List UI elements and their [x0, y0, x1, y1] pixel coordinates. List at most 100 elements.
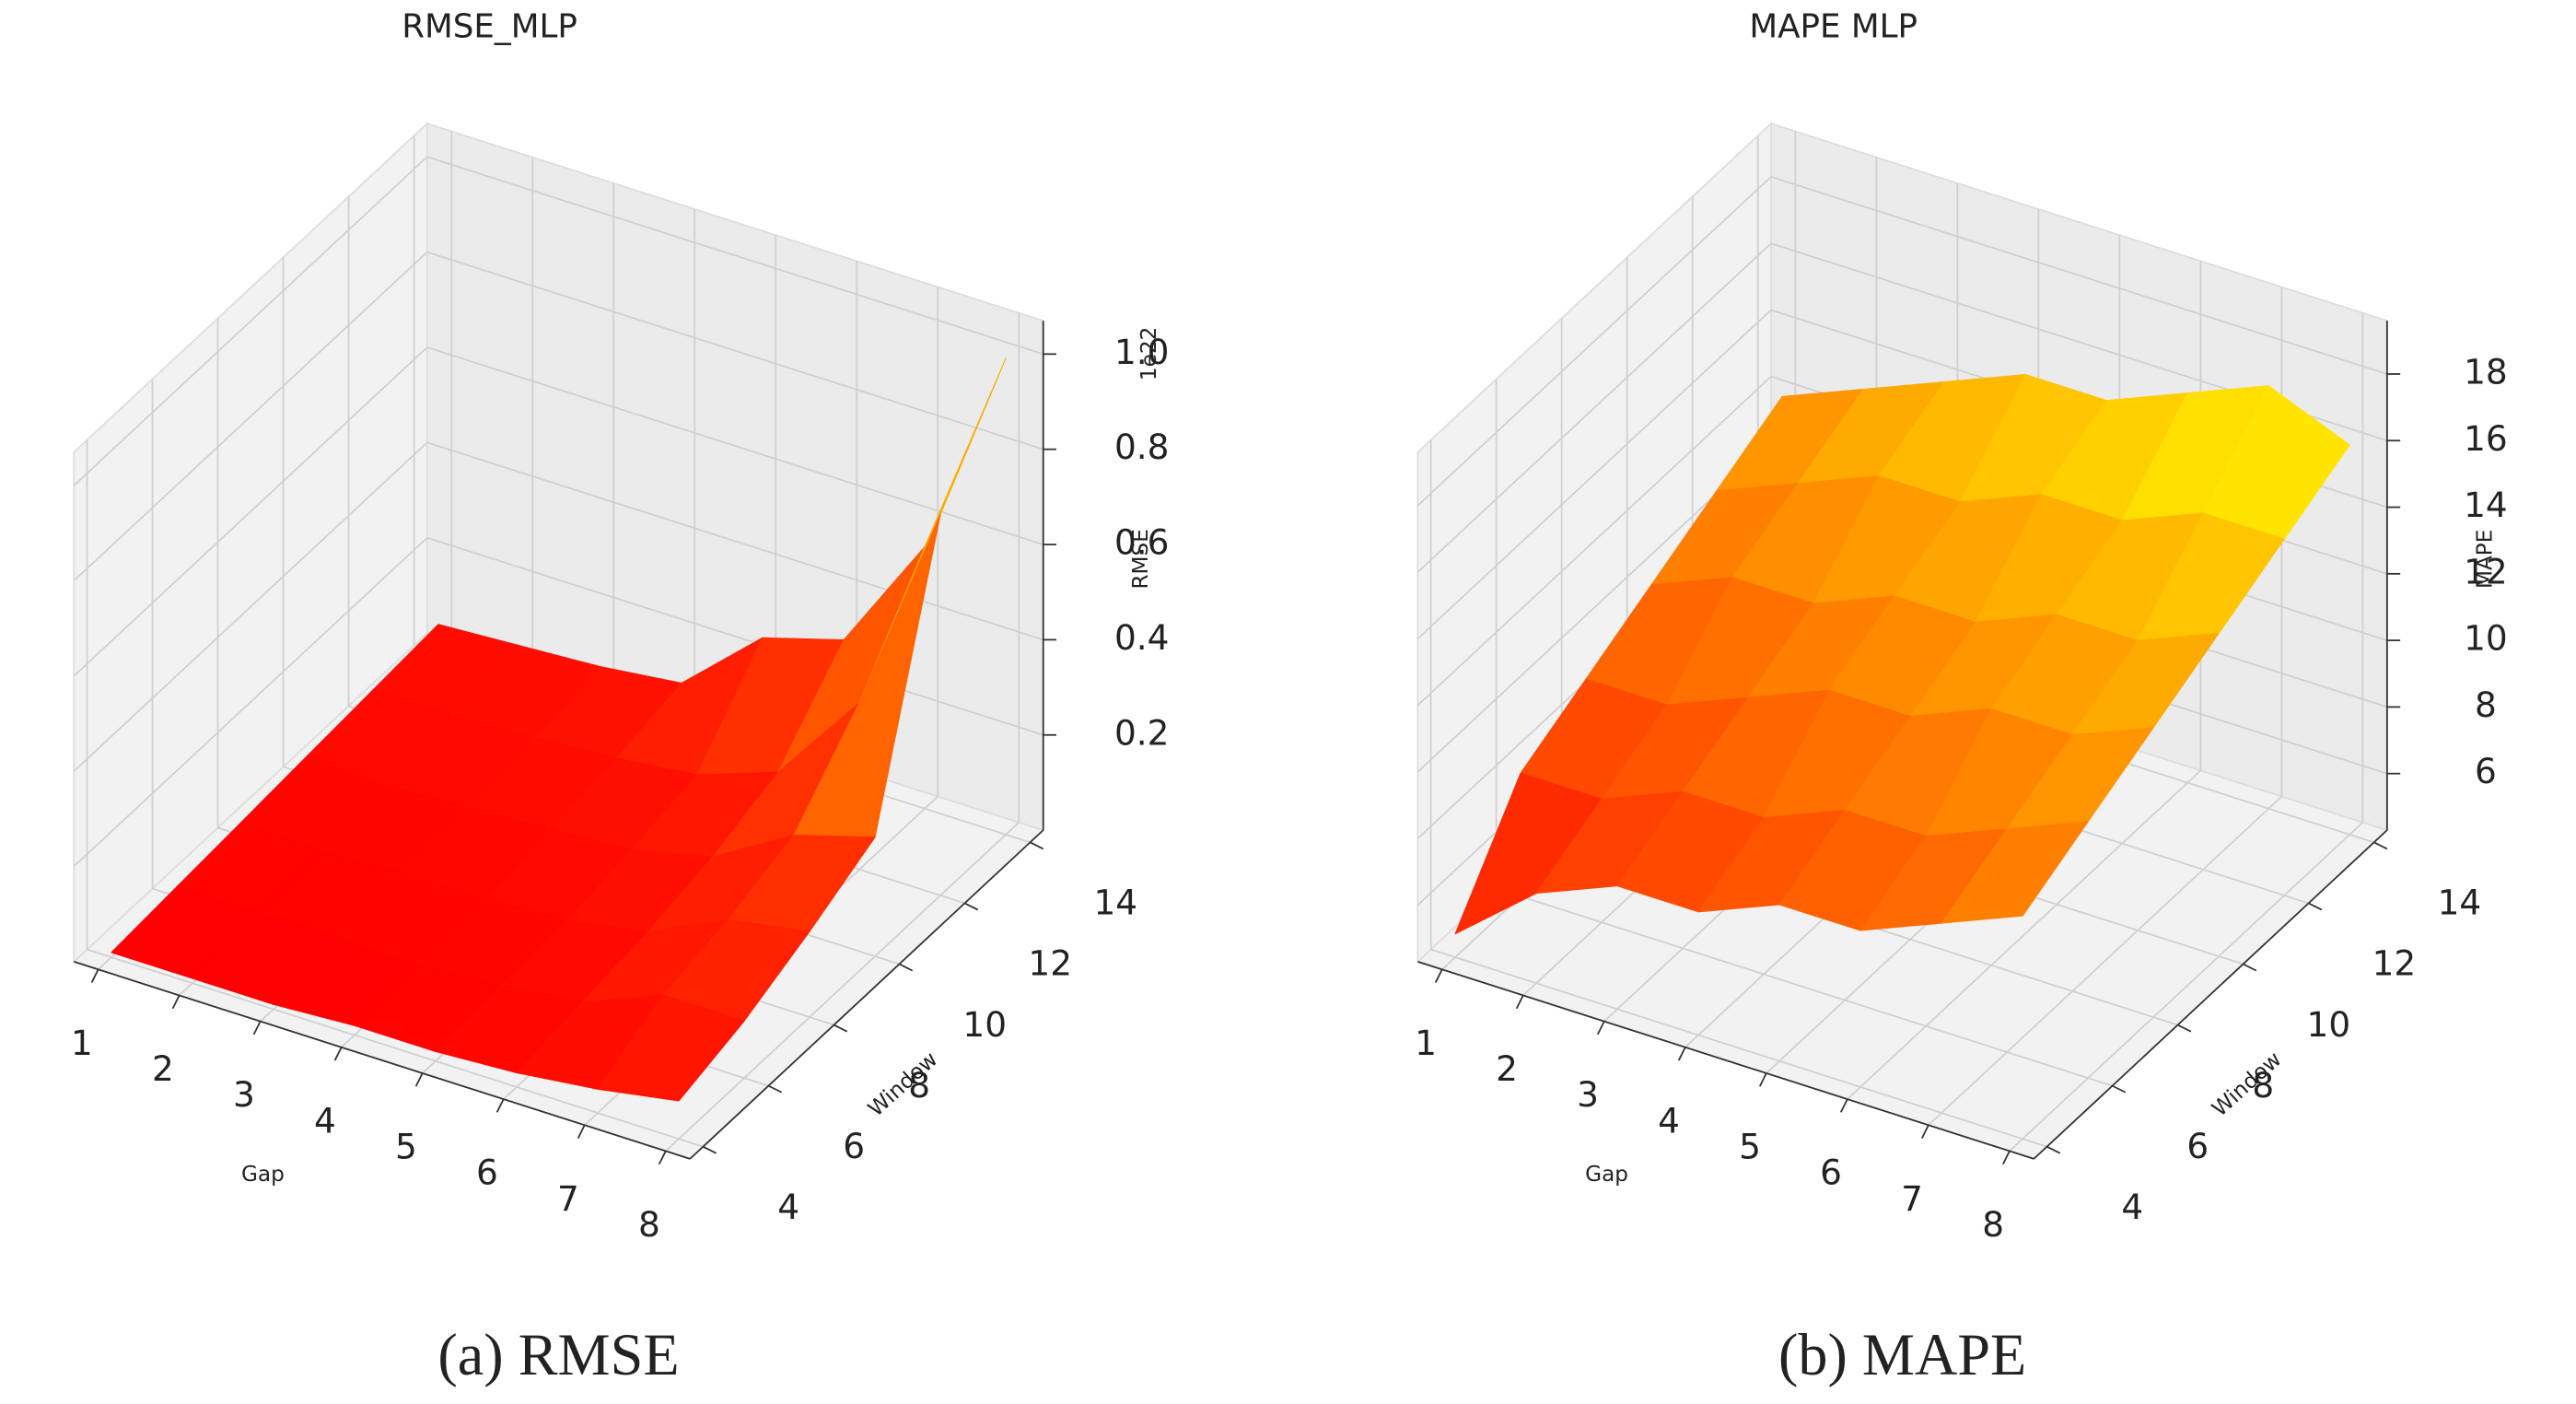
tick-mark [1030, 841, 1044, 850]
grid-line [426, 156, 1043, 356]
tick-mark [577, 1124, 586, 1139]
axis-line [689, 829, 1044, 1160]
tick-mark [703, 1145, 717, 1154]
y-tick-label: 6 [2186, 1126, 2209, 1166]
x-tick-label: 6 [476, 1152, 498, 1193]
y-tick-label: 6 [843, 1126, 865, 1166]
surface-face [1941, 821, 2089, 924]
grid-line [73, 441, 428, 772]
grid-line [1770, 176, 2388, 375]
tick-mark [658, 1151, 667, 1165]
tick-mark [1596, 1021, 1605, 1035]
z-tick-label: 0.6 [1114, 522, 1170, 563]
caption: (b) MAPE [1778, 1322, 2026, 1387]
tick-mark [2373, 841, 2388, 850]
z-tick-label: 8 [2475, 684, 2497, 725]
y-tick-label: 14 [1093, 883, 1137, 923]
z-tick-label: 0.8 [1114, 427, 1170, 467]
chart-title: MAPE MLP [1749, 8, 1917, 46]
grid-line [2009, 822, 2364, 1152]
y-tick-label: 10 [2307, 1004, 2351, 1045]
axis-line [2033, 829, 2388, 1160]
grid-line [1416, 309, 1772, 639]
caption: (a) RMSE [437, 1322, 679, 1387]
z-offset-label: 1e22 [1136, 327, 1161, 380]
y-tick-label: 14 [2438, 883, 2482, 923]
tick-mark [1677, 1047, 1686, 1061]
y-tick-label: 12 [1028, 943, 1072, 984]
x-tick-label: 6 [1820, 1152, 1842, 1193]
x-tick-label: 1 [71, 1023, 93, 1063]
grid-line [1416, 176, 1772, 507]
x-axis-label: Gap [1585, 1162, 1628, 1187]
y-tick-label: 8 [908, 1065, 930, 1106]
x-tick-label: 8 [1982, 1204, 2004, 1245]
tick-mark [1515, 995, 1524, 1010]
grid-line [73, 251, 428, 582]
x-tick-label: 2 [1496, 1048, 1518, 1089]
grid-line [1430, 948, 2047, 1148]
axis-line [73, 960, 691, 1160]
y-tick-label: 8 [2252, 1065, 2274, 1106]
y-axis-label: Window [2208, 1047, 2287, 1121]
tick-mark [333, 1047, 343, 1061]
tick-mark [964, 902, 979, 911]
tick-mark [2046, 1145, 2061, 1154]
x-tick-label: 7 [557, 1178, 579, 1219]
x-tick-label: 8 [638, 1204, 660, 1245]
x-tick-label: 3 [1577, 1074, 1599, 1115]
x-tick-label: 4 [1658, 1100, 1680, 1141]
tick-mark [2177, 1024, 2192, 1033]
grid-line [665, 822, 1020, 1152]
tick-mark [1758, 1072, 1767, 1087]
tick-mark [1839, 1098, 1848, 1113]
z-tick-label: 6 [2475, 751, 2497, 791]
z-tick-label: 0.4 [1114, 617, 1170, 658]
x-tick-label: 4 [314, 1100, 336, 1141]
z-tick-label: 16 [2464, 418, 2508, 459]
x-tick-label: 1 [1415, 1023, 1437, 1063]
grid-line [73, 537, 428, 868]
z-tick-label: 12 [2464, 551, 2508, 591]
y-tick-label: 12 [2372, 943, 2417, 984]
grid-line [1847, 769, 2202, 1100]
tick-mark [2002, 1151, 2011, 1165]
grid-line [1416, 376, 1772, 707]
x-tick-label: 3 [233, 1074, 255, 1115]
grid-line [1416, 242, 1772, 573]
tick-mark [768, 1084, 783, 1094]
tick-mark [414, 1072, 424, 1087]
y-tick-label: 4 [2121, 1187, 2143, 1227]
tick-mark [2308, 902, 2323, 911]
x-tick-label: 2 [152, 1048, 174, 1089]
tick-mark [2243, 963, 2257, 972]
tick-mark [1434, 968, 1443, 983]
tick-mark [252, 1021, 262, 1035]
z-tick-label: 1.0 [1114, 332, 1170, 372]
z-tick-label: 14 [2464, 485, 2508, 525]
y-axis-label: Window [863, 1047, 942, 1121]
grid-line [426, 441, 1043, 641]
z-tick-label: 18 [2464, 351, 2508, 392]
surface-face [597, 994, 745, 1102]
grid-line [426, 251, 1043, 450]
z-tick-label: 0.2 [1114, 712, 1170, 753]
tick-mark [1920, 1124, 1929, 1139]
grid-line [87, 948, 704, 1148]
z-axis-label: RMSE [1128, 529, 1153, 589]
chart-title: RMSE_MLP [402, 8, 577, 46]
z-axis-label: MAPE [2472, 530, 2497, 589]
grid-line [73, 156, 428, 486]
x-axis-label: Gap [241, 1162, 285, 1187]
grid-line [426, 536, 1043, 736]
grid-line [1928, 795, 2283, 1126]
x-tick-label: 5 [395, 1127, 417, 1167]
x-tick-label: 5 [1739, 1127, 1761, 1167]
tick-mark [171, 995, 181, 1010]
tick-mark [899, 963, 914, 972]
y-tick-label: 10 [962, 1004, 1007, 1045]
x-tick-label: 7 [1901, 1178, 1923, 1219]
